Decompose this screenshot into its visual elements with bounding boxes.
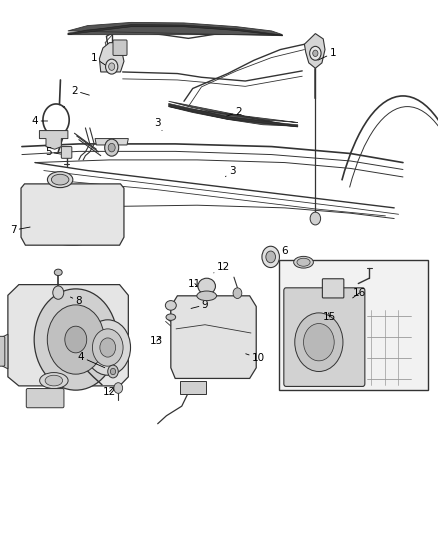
Circle shape: [34, 289, 117, 390]
Text: 15: 15: [323, 312, 336, 322]
Ellipse shape: [47, 172, 73, 188]
Circle shape: [85, 320, 131, 375]
Circle shape: [262, 246, 279, 268]
Text: 11: 11: [188, 279, 201, 288]
Circle shape: [233, 288, 242, 298]
Text: 5: 5: [45, 147, 61, 157]
Text: 4: 4: [32, 116, 48, 126]
Polygon shape: [3, 334, 8, 369]
Circle shape: [114, 383, 123, 393]
Circle shape: [106, 59, 118, 74]
Polygon shape: [68, 22, 283, 36]
Circle shape: [109, 63, 115, 70]
Text: 9: 9: [191, 300, 208, 310]
Circle shape: [108, 365, 118, 378]
Text: 16: 16: [353, 288, 366, 298]
Text: 12: 12: [214, 262, 230, 273]
Text: 1: 1: [318, 49, 336, 60]
Circle shape: [92, 329, 123, 366]
Polygon shape: [180, 381, 206, 394]
Text: 2: 2: [71, 86, 89, 95]
Circle shape: [310, 212, 321, 225]
FancyBboxPatch shape: [61, 147, 72, 158]
Polygon shape: [21, 184, 124, 245]
Text: 2: 2: [226, 107, 242, 117]
Polygon shape: [99, 43, 124, 72]
Polygon shape: [169, 101, 298, 127]
Circle shape: [313, 50, 318, 56]
Ellipse shape: [293, 256, 314, 268]
Circle shape: [65, 326, 87, 353]
Polygon shape: [68, 25, 283, 36]
Circle shape: [266, 251, 276, 263]
Circle shape: [108, 143, 115, 152]
Polygon shape: [169, 103, 298, 127]
Ellipse shape: [197, 291, 216, 301]
Ellipse shape: [166, 314, 176, 320]
Polygon shape: [171, 296, 256, 378]
FancyBboxPatch shape: [322, 279, 344, 298]
Polygon shape: [8, 285, 128, 386]
Text: 3: 3: [226, 166, 236, 176]
Polygon shape: [304, 34, 325, 68]
Text: 6: 6: [273, 246, 288, 255]
Circle shape: [100, 338, 116, 357]
Ellipse shape: [198, 278, 215, 294]
Circle shape: [304, 324, 334, 361]
Circle shape: [110, 368, 116, 375]
Polygon shape: [95, 139, 128, 145]
Text: 13: 13: [150, 336, 163, 346]
Ellipse shape: [297, 258, 310, 266]
FancyBboxPatch shape: [26, 389, 64, 408]
Circle shape: [47, 305, 104, 374]
FancyBboxPatch shape: [113, 40, 127, 55]
Text: 7: 7: [10, 225, 30, 235]
FancyBboxPatch shape: [284, 288, 365, 386]
Text: 4: 4: [78, 352, 105, 368]
Circle shape: [310, 46, 321, 60]
Ellipse shape: [39, 373, 68, 389]
Polygon shape: [39, 131, 68, 149]
Circle shape: [105, 139, 119, 156]
FancyBboxPatch shape: [279, 260, 428, 390]
Circle shape: [295, 313, 343, 372]
Ellipse shape: [54, 269, 62, 276]
Text: 10: 10: [246, 353, 265, 363]
FancyBboxPatch shape: [0, 336, 5, 366]
Text: 12: 12: [103, 387, 116, 397]
Ellipse shape: [45, 375, 63, 386]
Text: 8: 8: [71, 296, 82, 306]
Text: 1: 1: [91, 53, 110, 68]
Text: 3: 3: [154, 118, 162, 131]
Ellipse shape: [53, 286, 64, 300]
Ellipse shape: [51, 174, 69, 185]
Ellipse shape: [166, 301, 176, 310]
